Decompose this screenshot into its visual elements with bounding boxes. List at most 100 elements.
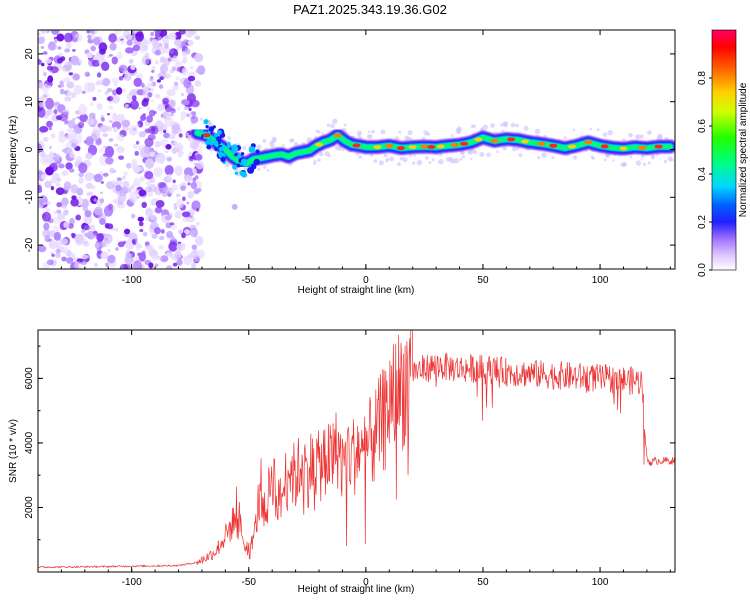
noise-speckle [131, 100, 137, 106]
spectrogram-x-label: Height of straight line (km) [298, 285, 415, 296]
noise-speckle [140, 114, 147, 121]
y-tick-label: -10 [24, 190, 35, 205]
noise-speckle [132, 164, 140, 174]
colorbar-gradient [712, 30, 736, 270]
noise-speckle [172, 262, 178, 267]
noise-speckle [64, 96, 72, 102]
noise-speckle [175, 76, 180, 81]
noise-speckle [66, 257, 74, 264]
hotspot [568, 144, 576, 149]
halo-dot [647, 161, 651, 165]
halo-dot [335, 145, 340, 151]
noise-speckle [194, 235, 204, 246]
noise-speckle [139, 45, 147, 54]
noise-speckle [159, 84, 164, 89]
onset-dot [253, 158, 260, 166]
noise-speckle [127, 33, 133, 41]
noise-speckle [111, 56, 119, 65]
halo-dot [470, 157, 473, 160]
halo-dot [640, 154, 645, 158]
noise-speckle [188, 107, 192, 112]
x-tick-label: -100 [122, 275, 142, 286]
noise-speckle [85, 182, 94, 189]
noise-speckle [174, 210, 182, 219]
hotspot [490, 138, 499, 143]
noise-speckle [96, 103, 103, 110]
hotspot [474, 137, 483, 142]
noise-speckle [71, 72, 81, 82]
halo-dot [501, 129, 504, 133]
noise-speckle [154, 141, 161, 148]
noise-speckle [74, 233, 84, 244]
noise-speckle [46, 112, 51, 116]
noise-speckle [38, 36, 45, 44]
noise-speckle [194, 80, 202, 87]
y-tick-label: 2000 [24, 496, 35, 519]
halo-dot [453, 158, 460, 164]
halo-dot [397, 162, 401, 167]
noise-speckle [81, 254, 88, 260]
halo-dot [380, 129, 386, 135]
noise-speckle [187, 75, 196, 82]
halo-dot [629, 155, 633, 159]
noise-speckle [179, 183, 183, 187]
halo-dot [262, 138, 267, 143]
hotspot [202, 133, 211, 138]
spectrogram-marks [38, 30, 675, 269]
noise-speckle [48, 240, 58, 250]
noise-speckle [58, 163, 65, 169]
noise-speckle [139, 176, 145, 182]
colorbar-ticks: 0.0 0.2 0.4 0.6 0.8 [697, 71, 712, 277]
noise-speckle [65, 162, 73, 170]
noise-speckle [90, 30, 95, 35]
snr-line [38, 330, 675, 569]
noise-speckle [87, 34, 92, 39]
halo-dot [398, 130, 402, 134]
noise-speckle [149, 87, 154, 92]
noise-speckle [53, 210, 57, 214]
noise-speckle [133, 189, 140, 196]
halo-dot [293, 141, 299, 147]
spectrogram-y-label: Frequency (Hz) [8, 116, 19, 185]
noise-speckle [40, 46, 45, 49]
halo-dot [383, 153, 388, 158]
noise-speckle [160, 255, 169, 263]
noise-speckle [154, 206, 163, 214]
halo-dot [416, 159, 423, 166]
noise-speckle [63, 32, 73, 43]
noise-speckle [191, 244, 197, 250]
noise-speckle [45, 166, 54, 176]
noise-speckle [99, 125, 109, 133]
noise-speckle [53, 38, 58, 43]
noise-speckle-region [38, 30, 206, 269]
onset-dot [234, 147, 239, 151]
noise-speckle [130, 64, 136, 71]
snr-frame [37, 329, 676, 573]
hotspot [352, 143, 361, 148]
noise-speckle [66, 81, 75, 89]
noise-speckle [38, 101, 46, 109]
noise-speckle [68, 72, 74, 76]
noise-speckle [118, 155, 125, 160]
noise-speckle [174, 60, 182, 68]
noise-speckle [159, 56, 166, 64]
noise-speckle [104, 91, 109, 96]
noise-speckle [149, 214, 156, 220]
noise-speckle [155, 200, 165, 208]
halo-dot [572, 128, 576, 132]
noise-speckle [169, 49, 174, 54]
noise-speckle [102, 133, 109, 138]
noise-speckle [123, 240, 126, 244]
noise-speckle [106, 113, 111, 116]
noise-speckle [176, 193, 181, 198]
noise-speckle [53, 109, 58, 115]
noise-speckle [67, 91, 73, 96]
noise-speckle [182, 196, 186, 202]
noise-speckle [177, 245, 183, 251]
halo-dot [602, 132, 608, 137]
noise-speckle [150, 99, 155, 103]
noise-speckle [70, 198, 79, 207]
noise-speckle [38, 143, 43, 154]
noise-speckle [122, 181, 130, 188]
noise-speckle [181, 232, 186, 239]
